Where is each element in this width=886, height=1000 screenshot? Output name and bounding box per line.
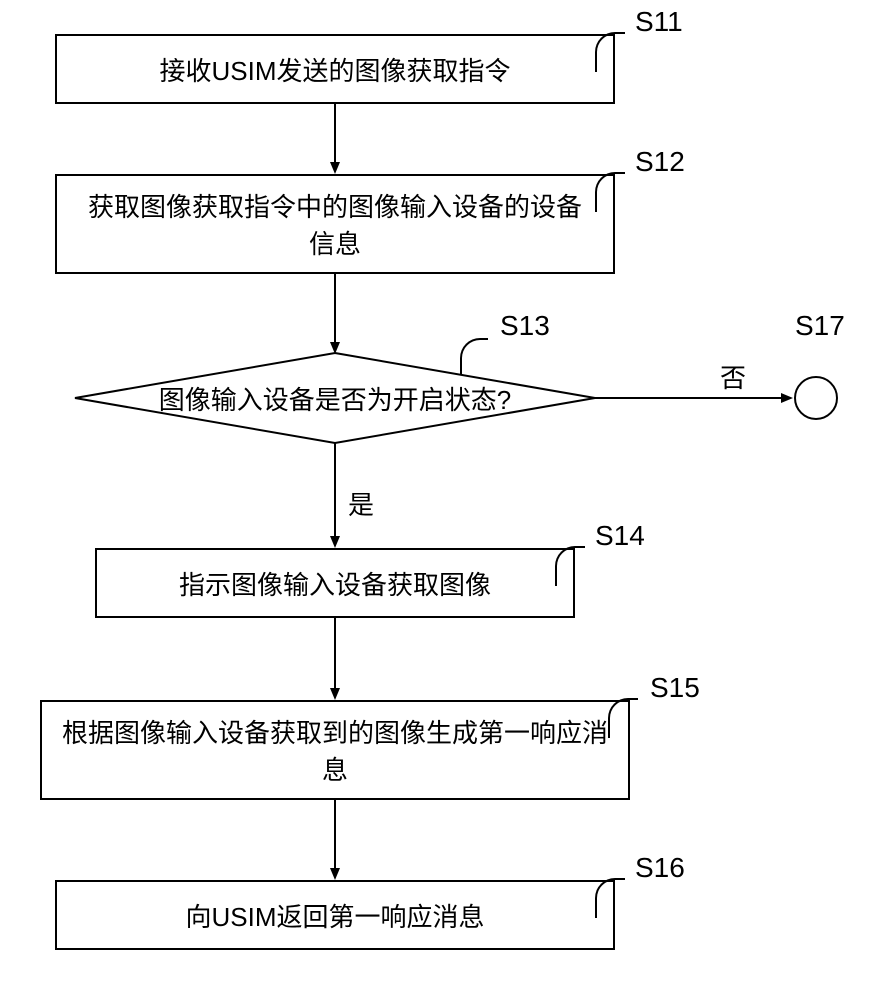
step-s15-text: 根据图像输入设备获取到的图像生成第一响应消息 xyxy=(62,713,608,787)
edge-s11-s12 xyxy=(330,104,340,174)
edge-s15-s16 xyxy=(330,800,340,880)
step-s12-text: 获取图像获取指令中的图像输入设备的设备信息 xyxy=(77,187,593,261)
edge-s14-s15 xyxy=(330,618,340,700)
label-connector-s11 xyxy=(595,32,625,72)
step-s12-box: 获取图像获取指令中的图像输入设备的设备信息 xyxy=(55,174,615,274)
step-s11-text: 接收USIM发送的图像获取指令 xyxy=(159,51,510,88)
step-s16-box: 向USIM返回第一响应消息 xyxy=(55,880,615,950)
edge-no-label: 否 xyxy=(720,358,746,395)
step-s13-text-container: 图像输入设备是否为开启状态? xyxy=(105,380,565,416)
step-s12-label: S12 xyxy=(635,146,685,178)
label-connector-s16 xyxy=(595,878,625,918)
step-s11-label: S11 xyxy=(635,6,683,38)
step-s16-text: 向USIM返回第一响应消息 xyxy=(185,897,484,934)
step-s14-label: S14 xyxy=(595,520,645,552)
step-s13-text: 图像输入设备是否为开启状态? xyxy=(159,380,511,417)
edge-s12-s13 xyxy=(330,274,340,354)
edge-yes-label: 是 xyxy=(348,485,374,522)
step-s16-label: S16 xyxy=(635,852,685,884)
step-s11-box: 接收USIM发送的图像获取指令 xyxy=(55,34,615,104)
edge-s13-s14 xyxy=(330,443,340,548)
label-connector-s13 xyxy=(460,338,488,374)
label-connector-s15 xyxy=(608,698,638,738)
terminator-s17 xyxy=(794,376,838,420)
step-s13-label: S13 xyxy=(500,310,550,342)
step-s15-box: 根据图像输入设备获取到的图像生成第一响应消息 xyxy=(40,700,630,800)
edge-s13-s17 xyxy=(595,393,795,403)
step-s14-box: 指示图像输入设备获取图像 xyxy=(95,548,575,618)
flowchart-container: 接收USIM发送的图像获取指令 S11 获取图像获取指令中的图像输入设备的设备信… xyxy=(0,0,886,1000)
step-s14-text: 指示图像输入设备获取图像 xyxy=(179,565,491,602)
step-s17-label: S17 xyxy=(795,310,845,342)
step-s15-label: S15 xyxy=(650,672,700,704)
label-connector-s14 xyxy=(555,546,585,586)
label-connector-s12 xyxy=(595,172,625,212)
